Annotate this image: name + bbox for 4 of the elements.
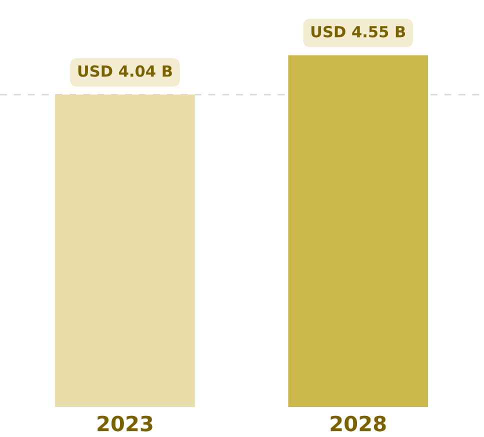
- x-tick-label: 2023: [98, 416, 152, 432]
- data-label: USD 4.04 B: [78, 65, 172, 77]
- data-label: USD 4.55 B: [311, 26, 406, 38]
- x-tick-label: 2028: [330, 416, 386, 432]
